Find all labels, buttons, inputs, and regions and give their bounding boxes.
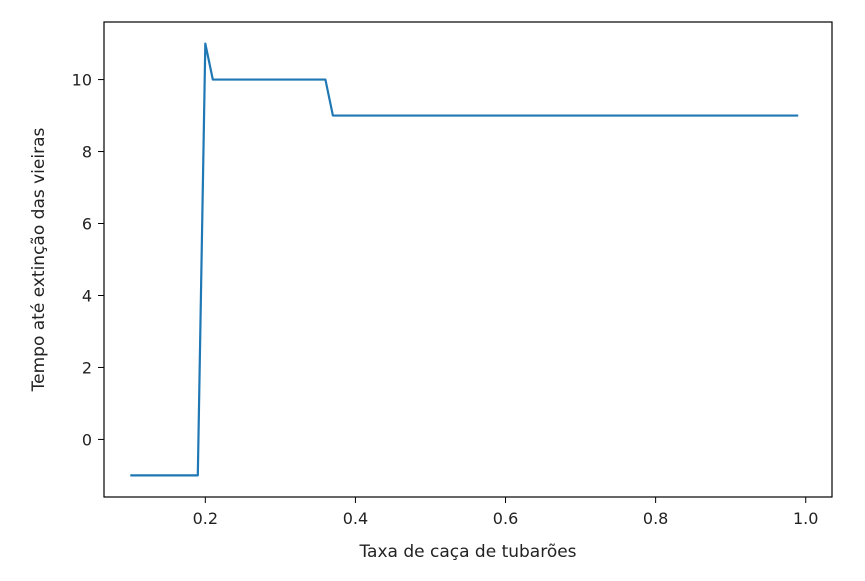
y-tick-label: 8: [82, 143, 92, 162]
x-tick-label: 0.8: [643, 509, 668, 528]
x-tick-label: 0.2: [193, 509, 218, 528]
y-tick-label: 4: [82, 286, 92, 305]
y-tick-label: 2: [82, 358, 92, 377]
y-axis-label: Tempo até extinção das vieiras: [29, 128, 49, 393]
x-tick-label: 1.0: [793, 509, 818, 528]
plot-frame: [103, 21, 833, 498]
x-axis-label: Taxa de caça de tubarões: [358, 542, 576, 562]
tick-group: 0.2 0.4 0.6 0.8 1.0 0 2 4 6 8 10: [72, 71, 819, 528]
x-tick-label: 0.6: [493, 509, 518, 528]
x-tick-label: 0.4: [343, 509, 368, 528]
y-tick-label: 0: [82, 430, 92, 449]
series-group: [130, 42, 799, 477]
series-line: [130, 42, 799, 477]
y-tick-label: 6: [82, 215, 92, 234]
plot-area: [104, 22, 832, 497]
y-tick-label: 10: [72, 71, 92, 90]
